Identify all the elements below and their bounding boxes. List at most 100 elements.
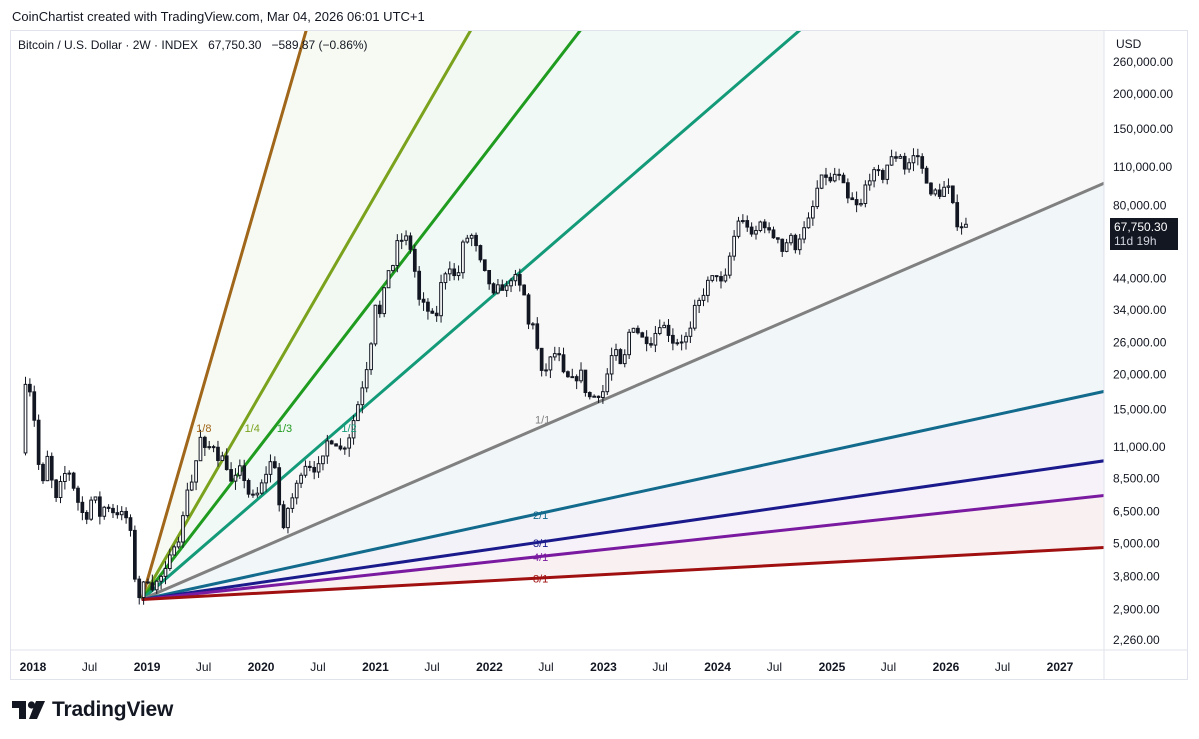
candle-body: [356, 404, 360, 422]
candle-body: [950, 185, 955, 204]
time-tick-label: 2024: [704, 660, 731, 674]
candle-body: [915, 155, 920, 158]
candle-body: [312, 466, 317, 473]
candle-body: [434, 312, 439, 317]
candle-body: [167, 554, 172, 570]
price-tick-label: 2,900.00: [1113, 603, 1160, 617]
candle-body: [141, 581, 146, 599]
gann-fan-labels: 1/8 1/4 1/3 1/2 1/1 2/1 3/1 4/1 8/1: [196, 414, 550, 585]
candle-body: [264, 473, 268, 484]
candle-body: [229, 469, 233, 482]
candle-body: [163, 568, 168, 577]
candle-body: [605, 373, 610, 393]
candle-body: [666, 324, 671, 336]
candle-body: [845, 182, 850, 199]
candle-body: [714, 275, 719, 278]
gann-fan-lines: [140, 31, 1104, 602]
candle-body: [342, 447, 347, 450]
price-tick-label: 110,000.00: [1113, 160, 1172, 174]
candle-body: [98, 496, 102, 517]
candle-body: [741, 220, 745, 223]
candle-body: [290, 497, 295, 509]
candle-body: [929, 182, 933, 195]
candle-body: [859, 203, 863, 206]
fan-label: 8/1: [533, 573, 548, 585]
candle-body: [780, 238, 785, 252]
candle-body: [601, 391, 605, 399]
candle-body: [404, 235, 408, 241]
candle-body: [736, 220, 741, 237]
fan-label: 2/1: [533, 510, 548, 522]
candle-body: [237, 465, 242, 476]
candle-body: [522, 284, 527, 296]
time-tick-label: Jul: [196, 660, 211, 674]
candle-body: [517, 274, 522, 286]
candle-body: [797, 238, 802, 251]
candle-body: [566, 371, 570, 378]
candle-body: [115, 512, 120, 516]
candle-body: [767, 227, 771, 231]
candle-body: [697, 299, 701, 306]
candle-body: [640, 332, 645, 338]
time-axis-ticks: 2018 Jul 2019 Jul 2020 Jul 2021 Jul 2022 Jul 2023 J…: [20, 660, 1074, 674]
candle-body: [246, 479, 251, 495]
candle-body: [876, 169, 881, 172]
candle-body: [723, 274, 728, 282]
fan-line-3-1: [141, 459, 1104, 602]
candle-body: [146, 581, 150, 584]
candle-body: [382, 287, 387, 315]
candle-body: [491, 283, 496, 294]
price-tick-label: 80,000.00: [1113, 199, 1167, 213]
candle-body: [80, 501, 85, 514]
tradingview-logo[interactable]: TradingView: [12, 697, 173, 723]
candle-body: [106, 506, 111, 509]
chart-frame[interactable]: [10, 30, 1188, 680]
candle-body: [579, 369, 583, 382]
candle-body: [202, 436, 207, 448]
candle-body: [802, 227, 806, 240]
candle-body: [294, 482, 299, 499]
candle-body: [242, 465, 247, 481]
candle-body: [465, 237, 470, 243]
time-tick-label: Jul: [652, 660, 667, 674]
candle-body: [360, 387, 365, 406]
price-tick-label: 11,000.00: [1113, 440, 1166, 454]
candle-body: [198, 436, 203, 462]
last-price-badge: 67,750.30 11d 19h: [1110, 218, 1178, 250]
symbol-legend[interactable]: Bitcoin / U.S. Dollar · 2W · INDEX 67,75…: [18, 38, 368, 52]
candle-body: [474, 234, 478, 247]
candle-body: [456, 272, 461, 277]
fan-label: 1/3: [277, 423, 292, 435]
candle-body: [701, 294, 706, 301]
candle-body: [946, 185, 951, 188]
candle-body: [526, 294, 531, 325]
candle-body: [67, 472, 72, 475]
candle-body: [806, 217, 811, 229]
fan-label: 1/4: [245, 423, 260, 435]
candle-body: [706, 279, 710, 296]
candle-body: [452, 268, 457, 277]
candle-body: [727, 255, 732, 276]
candle-body: [71, 472, 76, 489]
price-tick-label: 6,500.00: [1113, 504, 1160, 518]
candle-body: [924, 167, 929, 184]
candle-body: [574, 376, 579, 382]
time-tick-label: 2020: [248, 660, 275, 674]
candle-body: [937, 189, 942, 197]
candle-body: [412, 248, 417, 272]
candle-body: [872, 169, 876, 182]
candle-body: [386, 270, 391, 289]
candle-body: [710, 275, 715, 281]
candle-body: [128, 517, 133, 531]
candle-body: [815, 187, 820, 208]
fan-label: 1/2: [341, 423, 356, 435]
candle-body: [417, 270, 422, 300]
candle-body: [841, 174, 846, 184]
candle-body: [622, 354, 627, 365]
candle-body: [124, 510, 128, 519]
candle-body: [824, 174, 828, 178]
candle-body: [211, 446, 216, 449]
candle-body: [28, 383, 32, 393]
fan-label: 3/1: [533, 538, 548, 550]
